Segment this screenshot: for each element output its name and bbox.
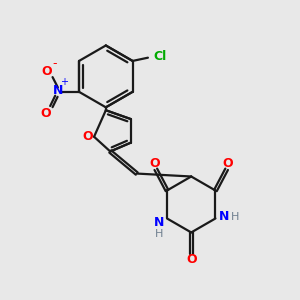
- Text: H: H: [230, 212, 239, 222]
- Text: N: N: [218, 211, 229, 224]
- Text: Cl: Cl: [153, 50, 167, 63]
- Text: O: O: [149, 158, 160, 170]
- Text: O: O: [41, 65, 52, 78]
- Text: O: O: [40, 107, 51, 120]
- Text: -: -: [53, 57, 57, 70]
- Text: O: O: [82, 130, 93, 143]
- Text: +: +: [60, 77, 68, 87]
- Text: N: N: [154, 216, 164, 230]
- Text: O: O: [223, 158, 233, 170]
- Text: H: H: [154, 229, 163, 239]
- Text: N: N: [53, 84, 63, 97]
- Text: O: O: [186, 253, 196, 266]
